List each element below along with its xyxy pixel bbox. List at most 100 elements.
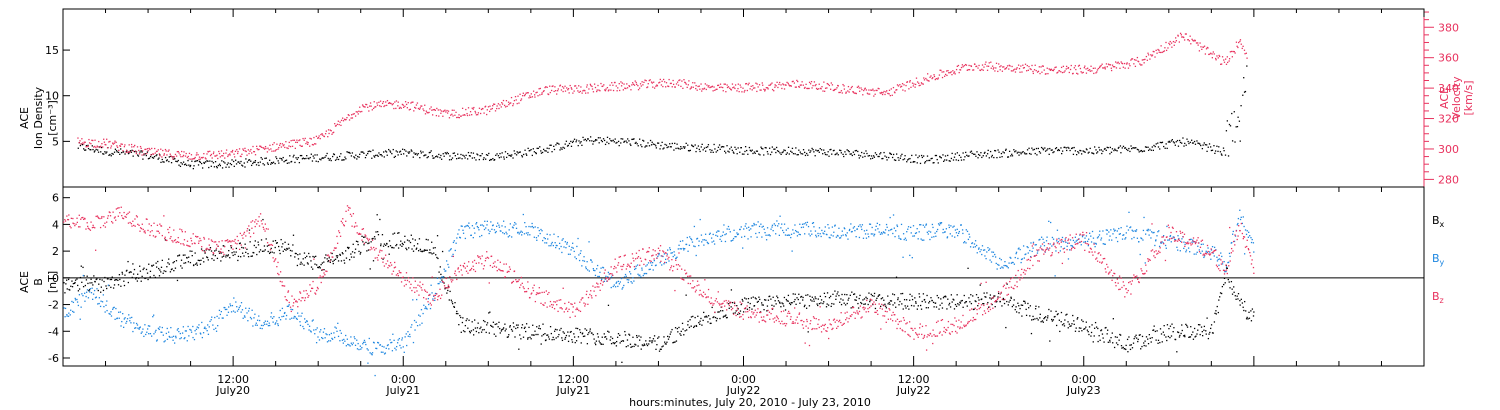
velocity-point [781,87,783,90]
density-point [322,157,325,159]
series-velocity [77,32,1248,161]
bx-point [985,296,987,298]
bx-point [476,327,479,329]
velocity-point [283,144,285,146]
bx-point [480,326,482,328]
density-point [962,152,964,154]
velocity-point [1045,73,1047,75]
bx-point [331,252,333,255]
bx-point [388,240,391,242]
density-point [865,150,867,152]
velocity-point [1118,62,1120,65]
velocity-point [888,93,890,95]
velocity-point [764,89,766,91]
bx-point [1011,305,1013,308]
velocity-point [407,102,409,104]
by-point [783,231,785,234]
by-point [572,242,574,244]
bx-point [795,303,797,305]
velocity-point [194,156,196,159]
velocity-point [873,90,875,92]
bx-point [1121,347,1123,349]
bx-point [665,343,667,345]
bx-point [127,260,129,263]
velocity-point [424,104,426,106]
bx-point [761,302,763,304]
bx-point [663,336,665,338]
density-point [592,143,594,145]
velocity-point [792,80,794,82]
velocity-point [348,114,350,117]
velocity-point [568,92,570,94]
velocity-point [701,88,704,90]
density-point [267,163,269,166]
by-point [454,249,456,252]
velocity-point [1243,49,1246,51]
bx-point [867,303,869,306]
density-point [1024,153,1026,155]
velocity-point [301,145,303,147]
bx-point [1085,321,1087,323]
bx-point [662,345,664,347]
density-point [920,154,923,157]
velocity-point [528,97,530,99]
velocity-point [902,89,904,91]
velocity-point [1131,58,1134,60]
bx-point [416,243,419,245]
bx-point [895,306,897,308]
velocity-point [291,145,294,147]
velocity-point [588,88,590,90]
velocity-point [1177,34,1179,36]
bx-point [71,280,73,282]
velocity-point [635,81,637,84]
density-point [1050,149,1052,151]
by-point [699,218,701,221]
velocity-point [501,103,504,105]
velocity-point [1158,49,1160,52]
bx-point [196,262,198,264]
by-point [502,220,505,222]
bx-point [377,233,380,236]
density-point [1030,153,1032,155]
density-point [685,142,687,145]
velocity-point [653,87,656,89]
bx-point [833,303,835,305]
velocity-point [811,87,813,89]
by-point [613,284,615,286]
bx-point [935,306,938,308]
velocity-point [362,105,364,107]
bx-point [222,245,224,247]
density-point [946,159,948,161]
bx-point [100,286,103,288]
by-point [157,327,160,329]
velocity-point [118,149,120,152]
velocity-point [1065,65,1068,68]
by-point [663,253,666,255]
by-point [233,297,235,299]
by-point [745,223,747,225]
density-point [283,161,285,163]
bx-point [747,301,749,304]
bx-point [616,336,619,338]
by-point [165,332,168,335]
velocity-point [87,145,90,147]
by-point [76,301,79,303]
bx-point [1106,333,1108,335]
by-point [172,339,174,341]
velocity-point [431,109,433,111]
density-point [1211,149,1214,151]
velocity-point [810,80,813,83]
velocity-point [214,155,216,157]
velocity-point [175,155,178,157]
by-point [242,317,244,319]
bx-point [617,333,620,335]
velocity-point [1242,45,1244,47]
velocity-point [207,151,210,153]
bx-point [752,296,754,298]
bx-point [468,330,471,333]
bx-point [783,296,786,299]
by-point [515,227,518,229]
by-point [610,286,612,289]
bx-point [129,271,131,273]
velocity-point [393,107,395,110]
